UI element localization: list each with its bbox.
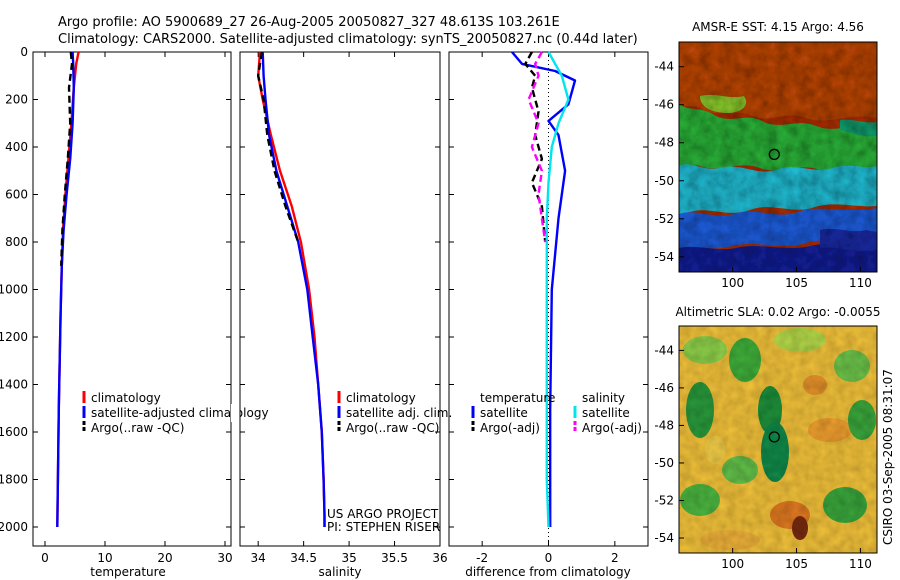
sst-map-title: AMSR-E SST: 4.15 Argo: 4.56 xyxy=(692,20,864,34)
salinity-series xyxy=(257,51,326,527)
map-y-tick-label: -48 xyxy=(654,136,674,150)
temperature-panel: 0 10 20 30 0 200 400 600 800 1000 1200 1400 1600 1800… xyxy=(0,45,269,579)
x-tick-label: 34 xyxy=(251,551,266,565)
figure-title-line2: Climatology: CARS2000. Satellite-adjuste… xyxy=(58,32,638,47)
temperature-series xyxy=(56,51,80,528)
x-tick-label: 35.5 xyxy=(381,551,408,565)
map-y-tick-label: -50 xyxy=(654,456,674,470)
map-y-tick-label: -44 xyxy=(654,343,674,357)
series-satellite-adj-clim xyxy=(261,51,326,527)
map-y-tick-label: -52 xyxy=(654,212,674,226)
sst-map-ticks: 100 105 110 -44 -46 -48 -50 -52 -54 xyxy=(654,60,871,290)
temperature-legend-mask xyxy=(231,404,240,422)
x-tick-label: 36 xyxy=(432,551,447,565)
temperature-legend: climatology satellite-adjusted climatolo… xyxy=(82,391,269,435)
pi-annotation: PI: STEPHEN RISER xyxy=(327,520,440,534)
salinity-ticks: 34 34.5 35 35.5 36 xyxy=(240,51,448,565)
x-tick-label: -2 xyxy=(476,551,488,565)
sst-float-position-marker xyxy=(768,148,780,160)
legend-heading-temperature: temperature xyxy=(480,391,555,405)
series-satellite-adjusted-climatology xyxy=(56,51,76,528)
map-y-tick-label: -46 xyxy=(654,381,674,395)
difference-plot-frame xyxy=(448,51,649,547)
map-x-tick-label: 110 xyxy=(849,557,872,571)
temperature-ticks: 0 10 20 30 0 200 400 600 800 1000 1200 1400 1600 1800… xyxy=(0,45,233,565)
x-tick-label: 10 xyxy=(97,551,112,565)
legend-label-satellite-adjusted: satellite-adjusted climatology xyxy=(91,406,269,420)
legend-label-diff-sal-satellite: satellite xyxy=(582,406,630,420)
series-salinity-satellite xyxy=(545,51,570,528)
difference-ticks: -2 0 2 xyxy=(449,51,648,565)
series-temperature-satellite xyxy=(511,51,577,527)
series-argo-raw-qc xyxy=(257,51,300,243)
legend-label-diff-sal-argo: Argo(-adj) xyxy=(582,421,642,435)
map-y-tick-label: -48 xyxy=(654,418,674,432)
y-tick-label: 1600 xyxy=(0,425,28,439)
sla-map-ticks: 100 105 110 -44 -46 -48 -50 -52 -54 xyxy=(654,343,871,571)
series-temperature-argo-adj xyxy=(524,51,547,243)
sla-map-title: Altimetric SLA: 0.02 Argo: -0.0055 xyxy=(675,305,880,319)
sla-map-frame xyxy=(678,325,878,554)
salinity-panel: 34 34.5 35 35.5 36 salinity climatology sate… xyxy=(239,51,452,579)
legend-label-diff-temp-argo: Argo(-adj) xyxy=(480,421,540,435)
difference-xlabel: difference from climatology xyxy=(465,565,631,579)
temperature-plot-frame xyxy=(32,51,232,547)
y-tick-label: 400 xyxy=(5,140,28,154)
salinity-legend: climatology satellite adj. clim. Argo(..… xyxy=(337,391,452,435)
legend-label-sal-argo: Argo(..raw -QC) xyxy=(346,421,439,435)
salinity-xlabel: salinity xyxy=(318,565,361,579)
legend-label-argo: Argo(..raw -QC) xyxy=(91,421,184,435)
csiro-timestamp: CSIRO 03-Sep-2005 08:31:07 xyxy=(881,369,895,545)
map-x-tick-label: 100 xyxy=(721,276,744,290)
x-tick-label: 30 xyxy=(217,551,232,565)
x-tick-label: 0 xyxy=(41,551,49,565)
y-tick-label: 1400 xyxy=(0,378,28,392)
sst-map-frame xyxy=(678,41,878,273)
y-tick-label: 2000 xyxy=(0,520,28,534)
y-tick-label: 800 xyxy=(5,235,28,249)
salinity-plot-frame xyxy=(239,51,441,547)
legend-heading-salinity: salinity xyxy=(582,391,625,405)
legend-label-sal-satellite: satellite adj. clim. xyxy=(346,406,452,420)
sla-float-position-marker xyxy=(768,431,780,443)
difference-series xyxy=(511,51,577,528)
x-tick-label: 35 xyxy=(341,551,356,565)
x-tick-label: 20 xyxy=(157,551,172,565)
y-tick-label: 0 xyxy=(20,45,28,59)
sst-map-panel: AMSR-E SST: 4.15 Argo: 4.56 100 105 110 -44… xyxy=(654,20,878,290)
x-tick-label: 0 xyxy=(545,551,553,565)
map-x-tick-label: 100 xyxy=(721,557,744,571)
y-tick-label: 1200 xyxy=(0,330,28,344)
x-tick-label: 2 xyxy=(611,551,619,565)
y-tick-label: 1800 xyxy=(0,473,28,487)
map-y-tick-label: -46 xyxy=(654,98,674,112)
temperature-xlabel: temperature xyxy=(90,565,165,579)
map-y-tick-label: -54 xyxy=(654,250,674,264)
y-tick-label: 600 xyxy=(5,188,28,202)
series-salinity-argo-adj xyxy=(527,51,547,243)
legend-label-climatology: climatology xyxy=(91,391,161,405)
legend-label-sal-climatology: climatology xyxy=(346,391,416,405)
legend-label-diff-temp-satellite: satellite xyxy=(480,406,528,420)
figure-title-line1: Argo profile: AO 5900689_27 26-Aug-2005 … xyxy=(58,15,560,30)
map-y-tick-label: -44 xyxy=(654,60,674,74)
y-tick-label: 1000 xyxy=(0,283,28,297)
map-y-tick-label: -50 xyxy=(654,174,674,188)
series-argo-raw-qc xyxy=(60,51,74,266)
x-tick-label: 34.5 xyxy=(290,551,317,565)
sla-map-panel: Altimetric SLA: 0.02 Argo: -0.0055 xyxy=(654,305,880,571)
project-annotation: US ARGO PROJECT xyxy=(327,507,439,521)
map-y-tick-label: -54 xyxy=(654,531,674,545)
map-x-tick-label: 110 xyxy=(849,276,872,290)
y-tick-label: 200 xyxy=(5,93,28,107)
map-y-tick-label: -52 xyxy=(654,493,674,507)
difference-panel: -2 0 2 difference from climatology tempera… xyxy=(448,51,649,579)
difference-legend: temperature satellite Argo(-adj) salinit… xyxy=(471,391,642,435)
map-x-tick-label: 105 xyxy=(785,276,808,290)
map-x-tick-label: 105 xyxy=(785,557,808,571)
